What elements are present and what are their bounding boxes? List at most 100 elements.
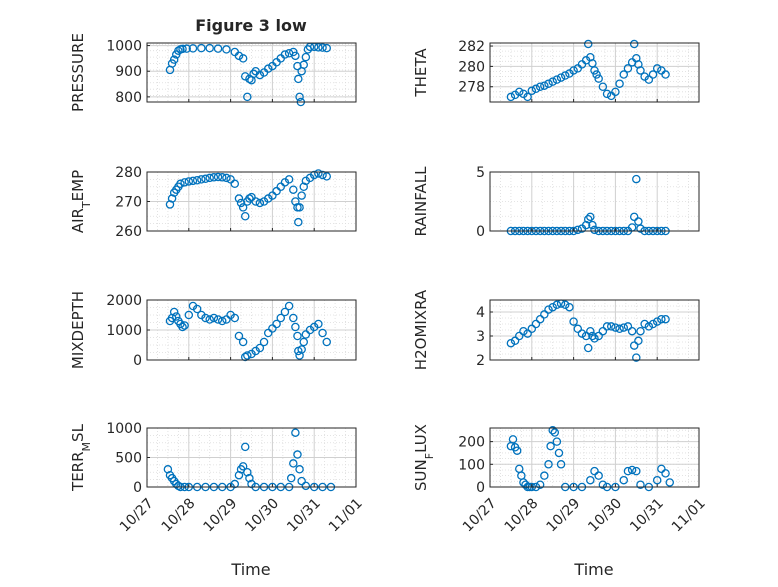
x-axis-label-right: Time bbox=[573, 560, 613, 579]
data-point bbox=[515, 87, 524, 97]
data-point bbox=[583, 343, 593, 353]
data-point bbox=[178, 44, 187, 54]
data-point bbox=[291, 322, 300, 332]
axes-6: 2 3 4 H2OMIXRA bbox=[412, 289, 700, 370]
data-point bbox=[163, 465, 173, 474]
data-point bbox=[535, 480, 545, 489]
data-point bbox=[519, 326, 528, 336]
data-point bbox=[661, 70, 670, 79]
data-point bbox=[234, 470, 244, 480]
data-point bbox=[506, 92, 516, 102]
y-tick-label: 278 bbox=[458, 80, 485, 96]
axes-1: 800 900 1000 PRESSURE bbox=[69, 33, 357, 112]
data-point bbox=[188, 176, 198, 186]
data-point bbox=[245, 74, 254, 84]
data-point bbox=[255, 343, 265, 353]
y-tick-label: 500 bbox=[115, 451, 142, 467]
data-point bbox=[629, 212, 639, 222]
data-point bbox=[552, 300, 562, 310]
y-axis-label: THETA bbox=[412, 48, 430, 98]
data-point bbox=[167, 194, 177, 203]
data-point bbox=[590, 466, 599, 476]
y-tick-label: 260 bbox=[115, 224, 142, 240]
data-point bbox=[192, 304, 202, 314]
data-point bbox=[291, 197, 300, 206]
data-point bbox=[209, 313, 219, 323]
data-point bbox=[548, 426, 557, 435]
data-point bbox=[506, 338, 516, 348]
y-tick-label: 2 bbox=[476, 353, 485, 369]
data-point bbox=[213, 172, 223, 182]
data-point bbox=[588, 220, 597, 230]
x-tick-label: 11/01 bbox=[326, 495, 366, 535]
data-point bbox=[629, 39, 639, 49]
data-point bbox=[293, 331, 302, 341]
y-tick-label: 1000 bbox=[106, 39, 142, 55]
data-point bbox=[238, 337, 248, 347]
data-point bbox=[297, 476, 306, 486]
axes-5: 0 1000 2000 MIXDEPTH bbox=[69, 291, 357, 369]
data-point bbox=[238, 54, 248, 63]
data-point bbox=[586, 212, 595, 222]
data-point bbox=[184, 177, 194, 186]
data-point bbox=[249, 69, 258, 79]
y-tick-label: 0 bbox=[133, 353, 142, 369]
data-point bbox=[598, 480, 608, 489]
data-point bbox=[560, 300, 570, 310]
data-point bbox=[272, 186, 281, 196]
data-point bbox=[213, 44, 223, 53]
axes-2: 278 280 282 THETA bbox=[412, 39, 700, 103]
axes-box bbox=[489, 427, 700, 488]
y-tick-label: 280 bbox=[115, 165, 142, 181]
y-tick-label: 282 bbox=[458, 39, 485, 55]
figure-title: Figure 3 low bbox=[195, 16, 307, 35]
data-point bbox=[652, 64, 662, 73]
data-point bbox=[263, 328, 273, 338]
data-point bbox=[263, 64, 273, 73]
y-axis-label: TERRMSL bbox=[69, 423, 93, 492]
data-point bbox=[322, 43, 331, 53]
data-point bbox=[577, 329, 587, 338]
data-point bbox=[284, 301, 294, 311]
y-tick-label: 800 bbox=[115, 90, 142, 106]
data-point bbox=[201, 174, 210, 184]
data-point bbox=[174, 46, 183, 55]
axes-4: 0 5 RAINFALL bbox=[412, 165, 700, 240]
data-point bbox=[615, 79, 624, 88]
data-point bbox=[623, 466, 633, 476]
data-point bbox=[286, 473, 296, 483]
data-point bbox=[280, 307, 290, 317]
data-point bbox=[205, 173, 214, 183]
data-point bbox=[217, 173, 227, 182]
data-point bbox=[546, 441, 555, 451]
x-tick-label: 11/01 bbox=[669, 495, 709, 535]
data-point bbox=[295, 465, 304, 474]
data-point bbox=[240, 72, 250, 81]
data-point bbox=[527, 324, 537, 334]
data-point bbox=[535, 82, 545, 91]
data-point bbox=[243, 92, 252, 102]
y-tick-label: 1000 bbox=[106, 421, 142, 437]
y-axis-label: H2OMIXRA bbox=[412, 289, 430, 370]
data-point bbox=[636, 224, 645, 233]
data-point bbox=[201, 313, 210, 323]
x-tick-label: 10/29 bbox=[544, 495, 584, 535]
data-point bbox=[314, 43, 323, 52]
data-point bbox=[560, 71, 570, 80]
data-point bbox=[590, 225, 599, 235]
x-tick-label: 10/31 bbox=[627, 495, 667, 535]
data-point bbox=[222, 173, 231, 183]
data-point bbox=[611, 323, 620, 332]
data-point bbox=[255, 198, 265, 208]
data-point bbox=[289, 313, 298, 323]
data-point bbox=[615, 324, 624, 334]
data-point bbox=[318, 170, 327, 180]
data-point bbox=[648, 319, 658, 329]
data-point bbox=[301, 52, 311, 62]
data-point bbox=[661, 314, 670, 324]
x-tick-label: 10/29 bbox=[201, 495, 241, 535]
data-point bbox=[619, 70, 629, 79]
data-point bbox=[550, 428, 560, 437]
data-point bbox=[295, 92, 304, 102]
